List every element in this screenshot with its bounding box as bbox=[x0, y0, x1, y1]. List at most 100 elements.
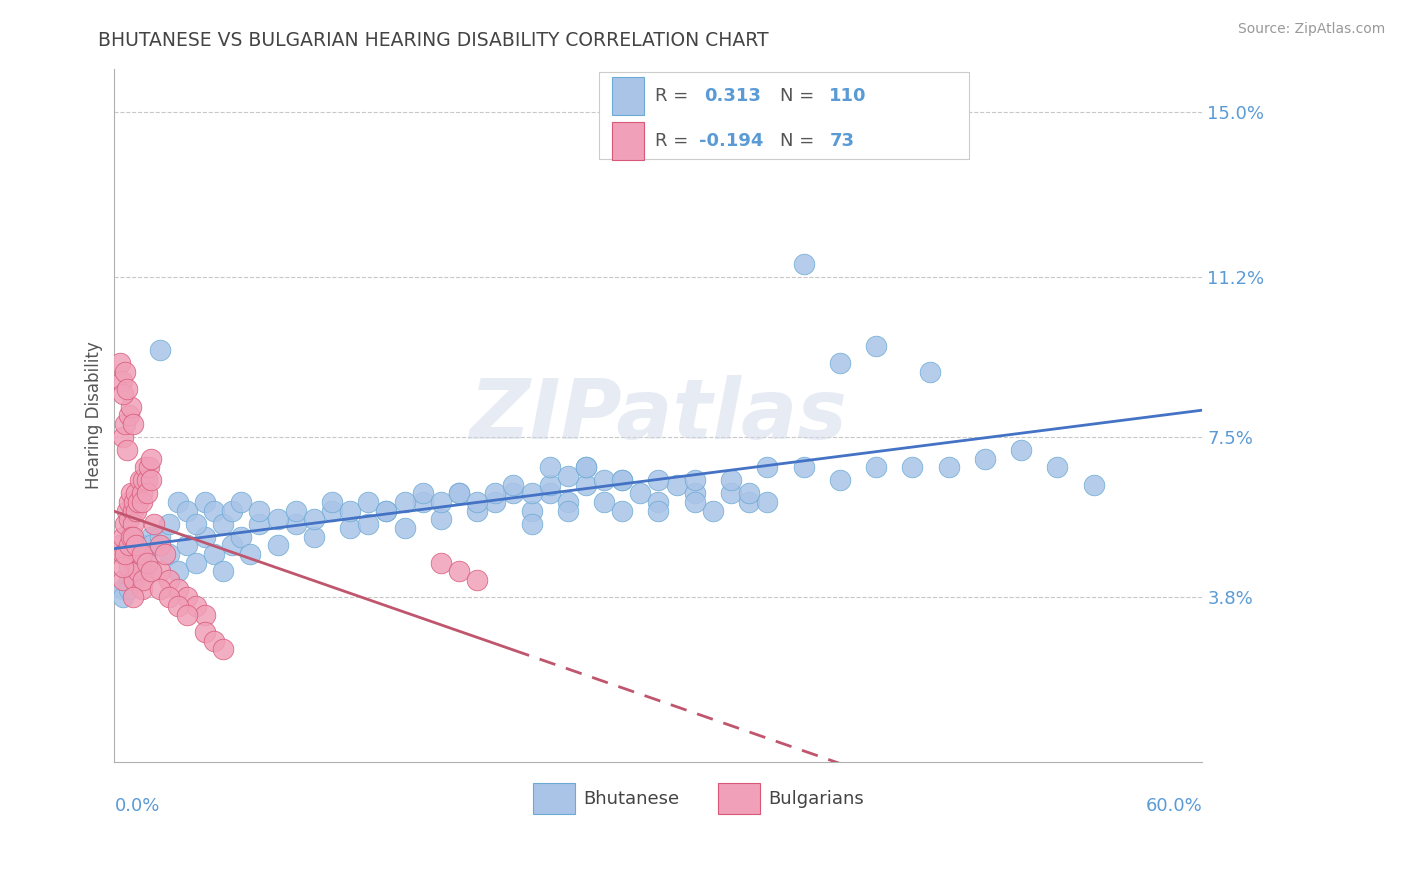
Point bbox=[120, 530, 142, 544]
Point bbox=[202, 547, 225, 561]
FancyBboxPatch shape bbox=[612, 122, 644, 161]
Point bbox=[465, 495, 488, 509]
Text: Bulgarians: Bulgarians bbox=[768, 789, 865, 807]
Point bbox=[357, 516, 380, 531]
Point bbox=[683, 495, 706, 509]
Point bbox=[139, 538, 162, 552]
Point bbox=[194, 495, 217, 509]
Point bbox=[249, 516, 271, 531]
Point bbox=[131, 556, 153, 570]
Point bbox=[202, 633, 225, 648]
Point bbox=[118, 495, 141, 509]
Point bbox=[1046, 460, 1069, 475]
Point bbox=[121, 547, 143, 561]
Point bbox=[302, 512, 325, 526]
Point bbox=[167, 565, 190, 579]
Point bbox=[647, 474, 669, 488]
Point bbox=[124, 495, 146, 509]
Point bbox=[139, 530, 162, 544]
Point bbox=[321, 504, 343, 518]
Point bbox=[612, 474, 634, 488]
Point bbox=[412, 486, 434, 500]
Point bbox=[115, 443, 138, 458]
Point bbox=[212, 516, 235, 531]
Point bbox=[221, 504, 243, 518]
Text: ZIPatlas: ZIPatlas bbox=[470, 375, 848, 456]
Point bbox=[125, 556, 148, 570]
Point bbox=[702, 504, 724, 518]
Point bbox=[120, 486, 142, 500]
Text: 73: 73 bbox=[830, 132, 855, 151]
Text: R =: R = bbox=[655, 87, 695, 105]
FancyBboxPatch shape bbox=[718, 783, 759, 814]
Text: 110: 110 bbox=[830, 87, 866, 105]
Point bbox=[132, 573, 155, 587]
Point bbox=[284, 516, 307, 531]
Point bbox=[128, 474, 150, 488]
Point bbox=[266, 538, 288, 552]
Point bbox=[394, 521, 416, 535]
Point bbox=[720, 474, 742, 488]
Point bbox=[136, 474, 159, 488]
Point bbox=[121, 530, 143, 544]
Text: Bhutanese: Bhutanese bbox=[583, 789, 679, 807]
Point bbox=[212, 565, 235, 579]
Point bbox=[139, 474, 162, 488]
Point bbox=[131, 547, 153, 561]
Point bbox=[149, 565, 172, 579]
Point bbox=[284, 504, 307, 518]
Point bbox=[127, 495, 149, 509]
Point bbox=[430, 556, 453, 570]
Point bbox=[112, 386, 135, 401]
Point bbox=[149, 343, 172, 358]
Point bbox=[121, 591, 143, 605]
Point bbox=[176, 538, 198, 552]
Point bbox=[212, 642, 235, 657]
FancyBboxPatch shape bbox=[599, 72, 969, 159]
Point bbox=[1010, 443, 1032, 458]
Point bbox=[112, 430, 135, 444]
Point bbox=[167, 582, 190, 596]
Point bbox=[447, 565, 470, 579]
Point bbox=[575, 477, 598, 491]
Point bbox=[828, 474, 851, 488]
Point bbox=[125, 486, 148, 500]
Point bbox=[132, 474, 155, 488]
Point bbox=[357, 495, 380, 509]
Point bbox=[502, 486, 524, 500]
Point bbox=[194, 607, 217, 622]
Point bbox=[153, 547, 176, 561]
Point bbox=[125, 556, 148, 570]
Text: 0.313: 0.313 bbox=[704, 87, 761, 105]
Point bbox=[302, 530, 325, 544]
Point bbox=[157, 516, 180, 531]
Text: -0.194: -0.194 bbox=[699, 132, 763, 151]
Point bbox=[465, 573, 488, 587]
Point bbox=[593, 495, 616, 509]
Point bbox=[121, 504, 143, 518]
Point bbox=[339, 521, 361, 535]
Point bbox=[121, 516, 143, 531]
Point bbox=[612, 504, 634, 518]
Point bbox=[202, 504, 225, 518]
Point bbox=[118, 538, 141, 552]
Point bbox=[125, 504, 148, 518]
Point bbox=[136, 547, 159, 561]
Point bbox=[157, 547, 180, 561]
Point bbox=[128, 547, 150, 561]
Point bbox=[124, 573, 146, 587]
Point bbox=[575, 460, 598, 475]
Point bbox=[792, 460, 814, 475]
Y-axis label: Hearing Disability: Hearing Disability bbox=[86, 342, 103, 489]
Point bbox=[120, 400, 142, 414]
Text: 0.0%: 0.0% bbox=[114, 797, 160, 815]
Point bbox=[136, 538, 159, 552]
Point bbox=[430, 495, 453, 509]
Point bbox=[125, 565, 148, 579]
Point bbox=[520, 516, 543, 531]
Point bbox=[121, 565, 143, 579]
Point bbox=[339, 504, 361, 518]
Point bbox=[194, 530, 217, 544]
Point bbox=[134, 460, 156, 475]
Point bbox=[430, 512, 453, 526]
